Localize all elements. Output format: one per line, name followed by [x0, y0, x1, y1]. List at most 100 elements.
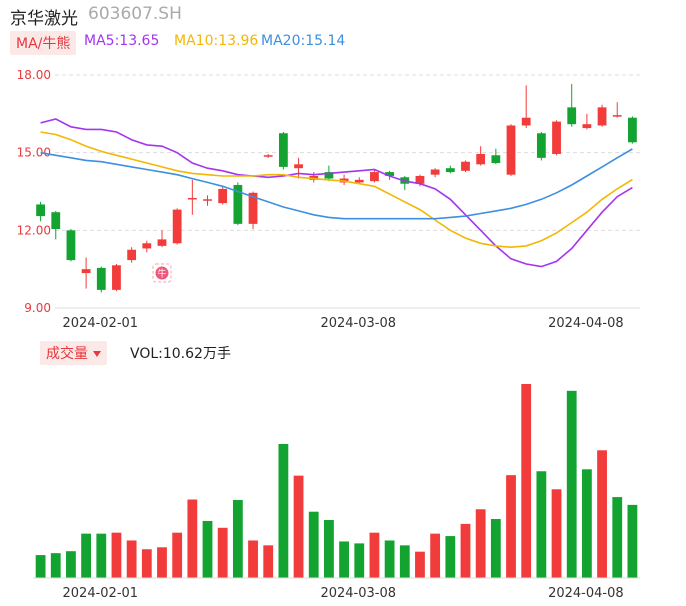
candle-body [172, 209, 182, 244]
candle-body [294, 164, 303, 169]
volume-bar [551, 489, 562, 578]
ma10-legend: MA10:13.96 [174, 33, 259, 49]
candle-body [370, 172, 379, 182]
volume-value: VOL:10.62万手 [130, 346, 231, 362]
candle-body [521, 117, 531, 126]
candle-body [461, 161, 470, 171]
volume-bar [369, 532, 380, 578]
ma5-legend: MA5:13.65 [84, 33, 160, 49]
volume-bar [141, 549, 152, 578]
volume-x-tick-label: 2024-02-01 [63, 586, 139, 601]
volume-bar [96, 533, 107, 578]
volume-bar [172, 532, 183, 578]
candle-body [81, 269, 91, 274]
bull-badge-text: 牛 [157, 268, 166, 280]
candle-body [203, 199, 212, 201]
candle-body [36, 204, 45, 217]
candle-body [506, 125, 516, 175]
stock-name: 京华激光 [10, 9, 78, 29]
candle-body [552, 121, 561, 154]
volume-bar [217, 527, 228, 578]
candle-body [248, 192, 258, 224]
candle-body [445, 168, 455, 173]
candle-body [233, 185, 243, 224]
volume-bar [157, 547, 167, 578]
candle-body [476, 153, 486, 165]
candle-body [127, 249, 137, 261]
volume-bar [521, 384, 532, 578]
volume-x-tick-label: 2024-03-08 [320, 586, 396, 601]
bull-badge-frame [152, 263, 172, 283]
y-tick-label: 12.00 [17, 223, 51, 237]
volume-bar [506, 475, 516, 578]
volume-bar [324, 519, 334, 578]
volume-bar [399, 545, 410, 578]
volume-bar [66, 551, 76, 578]
ma20-legend: MA20:15.14 [261, 33, 346, 49]
volume-bar [187, 499, 198, 578]
volume-bar [581, 469, 592, 578]
volume-bar [354, 543, 365, 578]
volume-bar [126, 540, 137, 578]
candle-body [628, 117, 637, 143]
x-tick-label: 2024-04-08 [548, 316, 624, 331]
volume-bar [612, 497, 623, 578]
ma10-line [40, 131, 633, 249]
candle-body [612, 115, 622, 117]
bull-badge-icon [155, 266, 169, 280]
volume-bar [308, 511, 319, 578]
y-tick-label: 9.00 [24, 301, 51, 315]
candle-body [142, 243, 152, 249]
volume-bar [293, 475, 304, 578]
volume-bar [475, 509, 486, 578]
volume-bar [384, 540, 395, 578]
volume-bar [566, 390, 577, 578]
candle-body [218, 188, 228, 204]
candle-body [187, 197, 197, 200]
volume-bar [248, 540, 258, 578]
volume-bar [111, 532, 122, 578]
y-tick-label: 18.00 [17, 68, 51, 82]
ma5-line [40, 118, 633, 268]
volume-bar [460, 523, 471, 578]
volume-bar [415, 551, 425, 578]
volume-bar [597, 450, 607, 578]
candle-body [263, 155, 273, 157]
candle-body [491, 155, 501, 164]
volume-bar [445, 536, 456, 578]
candle-body [51, 212, 61, 230]
volume-bar [35, 555, 46, 578]
volume-bar [81, 533, 92, 578]
candle-body [536, 133, 546, 158]
x-tick-label: 2024-02-01 [63, 316, 139, 331]
ma-toggle-button[interactable]: MA/牛熊 [10, 31, 77, 55]
candle-body [582, 124, 592, 129]
x-tick-label: 2024-03-08 [320, 316, 396, 331]
volume-x-tick-label: 2024-04-08 [548, 586, 624, 601]
stock-code: 603607.SH [88, 4, 182, 24]
ma-toggle-label: MA/牛熊 [16, 36, 71, 52]
candle-body [430, 169, 440, 175]
volume-toggle-button[interactable]: 成交量 [40, 341, 107, 365]
ma20-line [40, 148, 633, 220]
volume-bar [536, 471, 547, 578]
volume-bar [627, 504, 638, 578]
candle-body [112, 265, 121, 290]
volume-bar [232, 500, 243, 578]
volume-bar [263, 545, 274, 578]
candle-body [96, 267, 106, 290]
chevron-down-icon [93, 351, 101, 357]
y-tick-label: 15.00 [17, 146, 51, 160]
candle-body [66, 230, 76, 261]
candle-body [324, 172, 334, 179]
volume-bar [202, 520, 213, 578]
candle-body [385, 172, 395, 176]
volume-toggle-label: 成交量 [46, 346, 88, 362]
volume-bar [278, 443, 289, 578]
candle-body [157, 239, 167, 246]
volume-bar [50, 553, 61, 578]
candle-body [597, 107, 607, 126]
candle-body [354, 179, 364, 183]
volume-bar [339, 541, 349, 578]
